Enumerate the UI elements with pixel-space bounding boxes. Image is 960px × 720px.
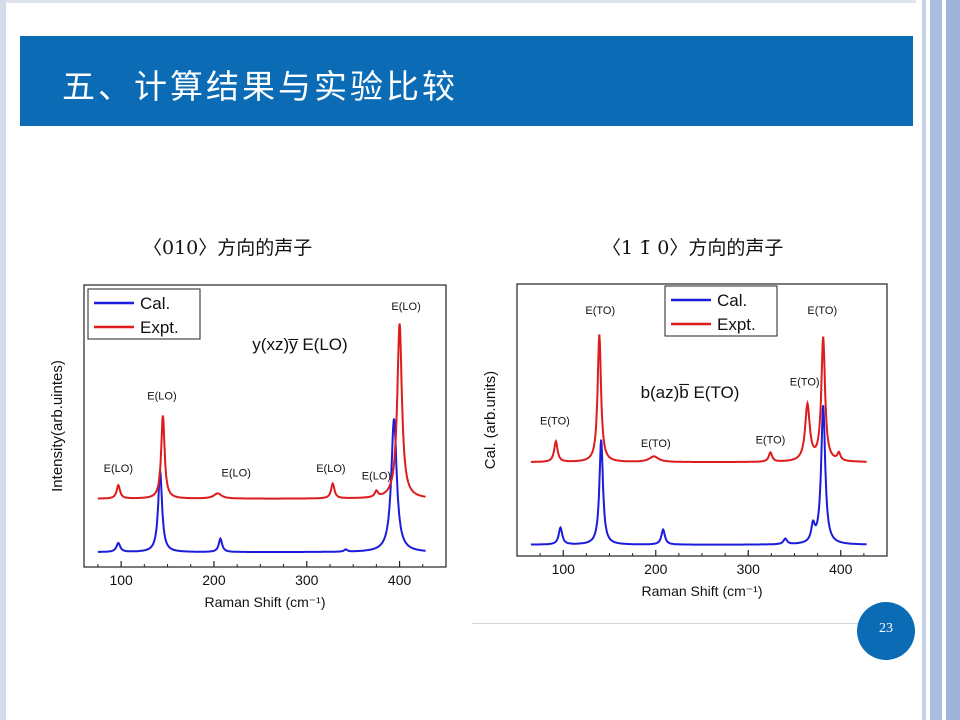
legend-label: Expt. [717,315,756,334]
peak-label: E(LO) [316,463,345,475]
peak-label: E(LO) [391,301,420,313]
peak-label: E(TO) [756,434,786,446]
peak-label: E(LO) [104,463,133,475]
slide-top-border [0,0,960,3]
y-axis-label: Intensity(arb.uintes) [49,360,66,492]
legend-box [87,288,201,340]
legend-label: Expt. [140,318,179,337]
title-bar: 五、计算结果与实验比较 [20,36,913,126]
right-chart-caption: 〈1 1̄ 0〉方向的声子 [602,237,784,259]
x-tick-label: 400 [388,572,412,588]
x-tick-label: 200 [644,561,668,577]
page-number: 23 [879,621,893,636]
x-tick-label: 300 [737,561,761,577]
series-line-cal [97,418,426,553]
peak-label: E(LO) [362,470,391,482]
x-tick-label: 300 [295,572,319,588]
page-number-badge: 23 [857,602,915,660]
x-tick-label: 400 [829,561,853,577]
slide-title: 五、计算结果与实验比较 [62,67,458,106]
peak-label: E(TO) [641,438,671,450]
y-axis-label: Cal. (arb.units) [482,371,499,469]
series-line-expt [530,334,867,463]
legend-label: Cal. [140,294,170,313]
left-chart-caption: 〈010〉方向的声子 [143,237,313,259]
x-tick-label: 200 [202,572,226,588]
series-line-expt [97,323,426,500]
peak-label: E(TO) [807,305,837,317]
peak-label: E(LO) [222,467,251,479]
peak-label: E(TO) [790,376,820,388]
legend-label: Cal. [717,291,747,310]
x-axis-label: Raman Shift (cm⁻¹) [642,583,763,599]
footer-divider [472,623,858,624]
legend-box [664,285,778,337]
peak-label: E(TO) [585,305,615,317]
x-tick-label: 100 [552,561,576,577]
x-tick-label: 100 [109,572,133,588]
series-line-cal [530,405,867,546]
slide-left-border [0,0,6,720]
mode-annotation: b(az)b̅ E(TO) [641,383,740,402]
peak-label: E(LO) [147,390,176,402]
mode-annotation: y(xz)y̅ E(LO) [252,335,347,354]
x-axis-label: Raman Shift (cm⁻¹) [205,594,326,610]
peak-label: E(TO) [540,416,570,428]
slide-right-decor-stripes [916,0,960,720]
